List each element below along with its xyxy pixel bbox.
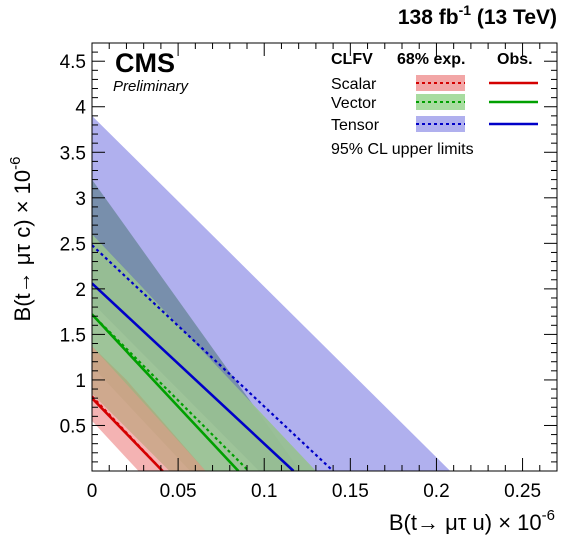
y-axis-label: B(t→ μτ c) × 10-6: [7, 157, 35, 322]
y-tick-label: 2.5: [60, 234, 86, 255]
tick-label-layer: 0 0.05 0.1 0.15 0.2 0.25 0.5 1 1.5 2 2.5 3 3.5 4 4.5: [60, 52, 541, 502]
preliminary-label: Preliminary: [113, 78, 190, 95]
line-layer: [92, 244, 334, 471]
legend-vector-label: Vector: [331, 95, 377, 112]
legend-header-exp: 68% exp.: [397, 51, 465, 68]
tensor-vector-overlap: [92, 179, 301, 471]
scalar-vector-overlap: [92, 346, 206, 471]
tensor-observed-line: [92, 282, 295, 471]
tensor-expected-line: [92, 244, 334, 471]
x-tick-label: 0: [87, 481, 98, 502]
y-tick-label: 2: [75, 280, 86, 301]
legend-scalar-label: Scalar: [331, 76, 377, 93]
x-tick-label: 0.2: [423, 481, 449, 502]
y-tick-label: 1.5: [60, 325, 86, 346]
legend-header-obs: Obs.: [497, 51, 533, 68]
y-tick-label: 0.5: [60, 416, 86, 437]
x-tick-label: 0.1: [251, 481, 277, 502]
cms-label: CMS: [115, 48, 175, 78]
legend-footer: 95% CL upper limits: [331, 141, 474, 158]
x-tick-label: 0.05: [160, 481, 197, 502]
legend: CLFV 68% exp. Obs. Scalar Vector Tensor …: [331, 51, 538, 158]
plot-frame: [91, 42, 558, 472]
tick-layer: [91, 42, 558, 472]
x-tick-label: 0.25: [504, 481, 541, 502]
scalar-observed-line: [92, 397, 164, 471]
vector-observed-line: [92, 313, 240, 471]
y-tick-label: 3.5: [60, 143, 86, 164]
x-tick-label: 0.15: [332, 481, 369, 502]
legend-tensor-label: Tensor: [331, 117, 380, 134]
y-tick-label: 4: [75, 98, 86, 119]
x-axis-label: B(t→ μτ u) × 10-6: [389, 507, 555, 535]
legend-header-clfv: CLFV: [331, 51, 373, 68]
y-tick-label: 4.5: [60, 52, 86, 73]
y-tick-label: 3: [75, 189, 86, 210]
luminosity-label: 138 fb-1 (13 TeV): [398, 2, 557, 29]
y-tick-label: 1: [75, 371, 86, 392]
band-layer: [92, 115, 451, 471]
